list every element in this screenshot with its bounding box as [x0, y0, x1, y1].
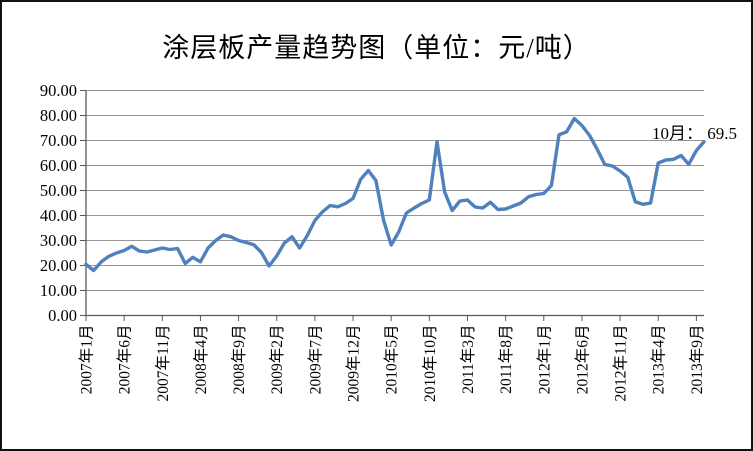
y-axis-label: 60.00	[40, 156, 77, 175]
x-axis-label: 2009年7月	[306, 325, 324, 395]
y-axis-label: 80.00	[40, 106, 77, 125]
y-axis-label: 70.00	[40, 131, 77, 150]
x-axis-label: 2007年11月	[154, 325, 172, 402]
x-axis-label: 2009年2月	[268, 325, 286, 395]
trend-line-series	[84, 116, 706, 273]
y-axis-label: 40.00	[40, 206, 77, 225]
x-axis-label: 2012年1月	[535, 325, 553, 395]
x-axis-label: 2010年5月	[383, 325, 401, 395]
x-axis-label: 2012年6月	[573, 325, 591, 395]
y-axis-label: 90.00	[40, 81, 77, 100]
x-axis-label: 2011年8月	[497, 325, 515, 394]
y-axis-label: 0.00	[48, 306, 77, 325]
y-axis-label: 10.00	[40, 281, 77, 300]
x-axis-label: 2007年6月	[116, 325, 134, 395]
x-axis-label: 2013年9月	[688, 325, 706, 395]
last-point-annotation: 10月： 69.5	[652, 124, 737, 143]
chart-title: 涂层板产量趋势图（单位：元/吨）	[162, 33, 591, 63]
x-axis-label: 2008年4月	[192, 325, 210, 395]
y-axis-label: 20.00	[40, 256, 77, 275]
x-axis-label: 2010年10月	[421, 325, 439, 403]
x-axis-label: 2007年1月	[78, 325, 96, 395]
x-axis-label: 2009年12月	[345, 325, 363, 403]
x-axis-label: 2011年3月	[459, 324, 477, 393]
y-axis-label: 50.00	[40, 181, 77, 200]
x-axis-label: 2008年9月	[230, 325, 248, 395]
x-axis-label: 2012年11月	[612, 325, 630, 402]
y-axis-label: 30.00	[40, 231, 77, 250]
x-axis-label: 2013年4月	[650, 325, 668, 395]
